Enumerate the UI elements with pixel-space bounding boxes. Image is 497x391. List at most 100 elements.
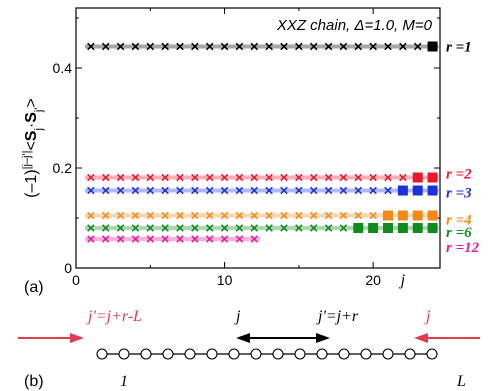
series-label: r =2 bbox=[446, 167, 472, 183]
cross-point bbox=[176, 211, 184, 220]
cross-point bbox=[146, 173, 155, 182]
cross-stroke bbox=[146, 186, 155, 195]
cross-stroke bbox=[191, 42, 199, 51]
cross-stroke bbox=[205, 42, 214, 51]
cross-point bbox=[324, 173, 333, 182]
cross-stroke bbox=[309, 224, 318, 232]
site-end-label: L bbox=[456, 373, 466, 390]
panel-label-a: (a) bbox=[24, 279, 44, 296]
cross-point bbox=[116, 235, 125, 243]
cross-stroke bbox=[295, 42, 303, 51]
cross-point bbox=[220, 42, 229, 51]
cross-stroke bbox=[161, 211, 169, 220]
cross-stroke bbox=[354, 173, 363, 182]
cross-stroke bbox=[101, 186, 110, 195]
cross-stroke bbox=[131, 235, 140, 243]
square-point bbox=[383, 223, 393, 233]
cross-point bbox=[309, 211, 318, 220]
cross-point bbox=[384, 173, 392, 182]
square-point bbox=[353, 223, 364, 233]
cross-point bbox=[101, 211, 110, 220]
cross-stroke bbox=[146, 235, 155, 243]
cross-point bbox=[87, 211, 95, 220]
cross-point bbox=[399, 173, 407, 182]
cross-point bbox=[191, 42, 199, 51]
cross-point bbox=[339, 224, 348, 232]
chain-site bbox=[382, 348, 394, 360]
cross-stroke bbox=[265, 211, 273, 220]
cross-stroke bbox=[87, 173, 95, 182]
cross-stroke bbox=[309, 186, 318, 195]
cross-point bbox=[309, 224, 318, 232]
cross-stroke bbox=[309, 42, 318, 51]
cross-point bbox=[161, 173, 169, 182]
cross-stroke bbox=[116, 42, 125, 51]
cross-point bbox=[339, 186, 348, 195]
cross-stroke bbox=[354, 211, 363, 220]
cross-point bbox=[87, 173, 95, 182]
chain-site bbox=[228, 348, 240, 360]
cross-point bbox=[161, 224, 169, 232]
panel-label-b: (b) bbox=[24, 373, 44, 390]
cross-point bbox=[131, 186, 140, 195]
cross-point bbox=[146, 186, 155, 195]
cross-stroke bbox=[116, 186, 125, 195]
cross-stroke bbox=[116, 224, 125, 232]
cross-stroke bbox=[161, 42, 169, 51]
cross-point bbox=[265, 211, 273, 220]
cross-stroke bbox=[205, 186, 214, 195]
cross-stroke bbox=[369, 186, 377, 195]
cross-point bbox=[191, 211, 199, 220]
series-label: r =3 bbox=[446, 186, 472, 202]
cross-point bbox=[205, 42, 214, 51]
cross-point bbox=[131, 173, 140, 182]
cross-stroke bbox=[339, 42, 348, 51]
cross-point bbox=[339, 173, 348, 182]
cross-stroke bbox=[191, 235, 199, 243]
cross-stroke bbox=[116, 235, 125, 243]
cross-stroke bbox=[205, 224, 214, 232]
cross-point bbox=[235, 173, 244, 182]
cross-stroke bbox=[176, 173, 184, 182]
cross-stroke bbox=[280, 224, 288, 232]
cross-point bbox=[131, 235, 140, 243]
cross-point bbox=[295, 173, 303, 182]
x-axis-label-j: j bbox=[399, 272, 406, 289]
chain-site bbox=[250, 348, 262, 360]
square-point bbox=[427, 223, 438, 233]
cross-stroke bbox=[339, 224, 348, 232]
cross-stroke bbox=[131, 173, 140, 182]
cross-point bbox=[339, 211, 348, 220]
cross-stroke bbox=[369, 211, 377, 220]
cross-point bbox=[295, 186, 303, 195]
cross-point bbox=[265, 186, 273, 195]
left-label: j'=j+r-L bbox=[86, 308, 142, 325]
cross-stroke bbox=[339, 186, 348, 195]
cross-stroke bbox=[235, 186, 244, 195]
cross-point bbox=[339, 42, 348, 51]
square-point bbox=[397, 223, 408, 233]
cross-stroke bbox=[339, 211, 348, 220]
cross-stroke bbox=[250, 224, 259, 232]
cross-stroke bbox=[87, 186, 95, 195]
cross-stroke bbox=[87, 235, 95, 243]
cross-point bbox=[413, 42, 422, 51]
cross-point bbox=[369, 42, 377, 51]
cross-stroke bbox=[384, 173, 392, 182]
cross-point bbox=[280, 42, 288, 51]
right-arrow-head bbox=[414, 333, 428, 343]
cross-point bbox=[116, 186, 125, 195]
cross-point bbox=[116, 224, 125, 232]
cross-point bbox=[176, 235, 184, 243]
cross-point bbox=[116, 42, 125, 51]
cross-point bbox=[309, 186, 318, 195]
cross-point bbox=[369, 186, 377, 195]
cross-stroke bbox=[191, 186, 199, 195]
y-axis-label-part: > bbox=[23, 98, 40, 107]
cross-stroke bbox=[384, 186, 392, 195]
cross-stroke bbox=[354, 186, 363, 195]
cross-point bbox=[250, 224, 259, 232]
cross-point bbox=[87, 42, 95, 51]
y-axis-label-part: S bbox=[23, 130, 40, 141]
